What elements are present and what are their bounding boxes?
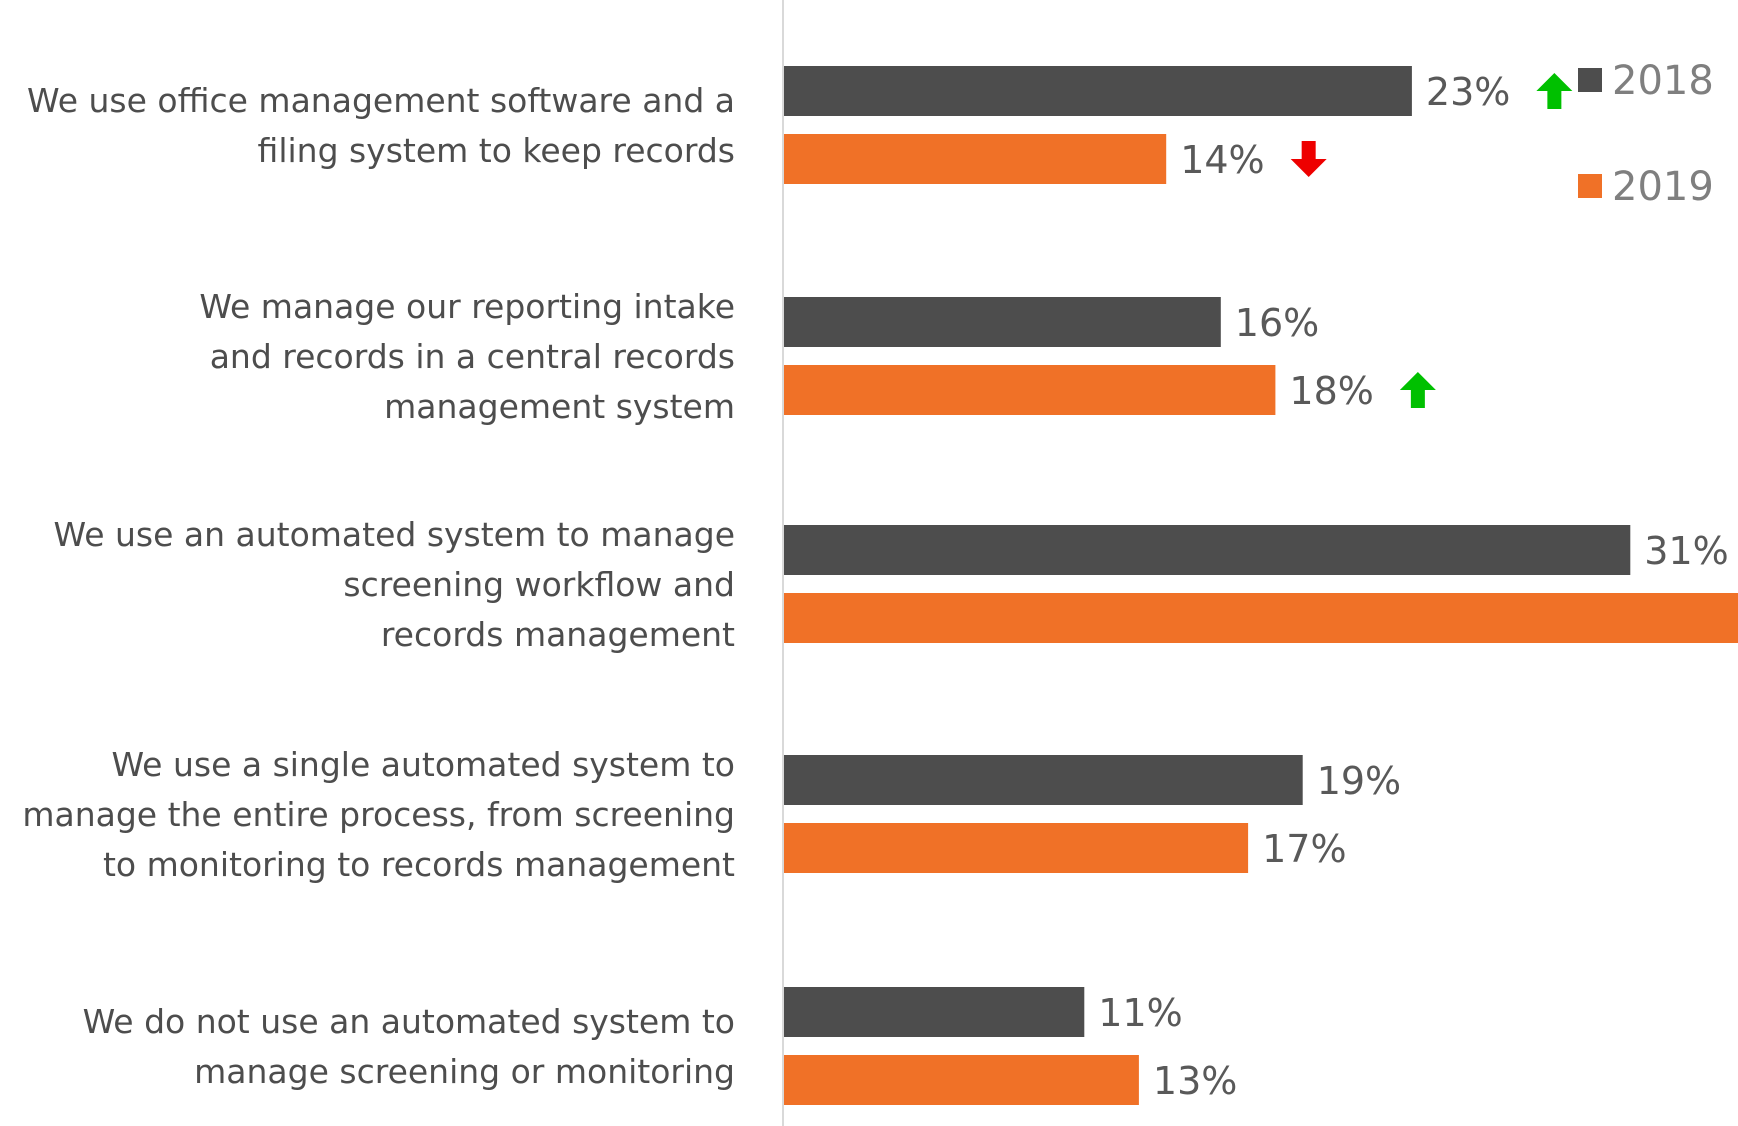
- category-label: filing system to keep records: [258, 131, 735, 170]
- down-arrow-icon: [1290, 141, 1327, 177]
- value-label: 18%: [1289, 369, 1373, 413]
- legend-swatch-2018: [1578, 68, 1602, 92]
- legend-swatch-2019: [1578, 174, 1602, 198]
- bar-2018: [784, 755, 1303, 805]
- bar-2018: [784, 297, 1221, 347]
- legend-label-2019: 2019: [1612, 164, 1714, 210]
- value-label: 17%: [1262, 827, 1346, 871]
- bar-2018: [784, 987, 1085, 1037]
- bar-2019: [784, 1055, 1139, 1105]
- value-label: 14%: [1180, 138, 1264, 182]
- value-label: 31%: [1644, 529, 1728, 573]
- up-arrow-icon: [1399, 372, 1436, 408]
- category-label: We manage our reporting intake: [199, 287, 735, 326]
- category-label: We use a single automated system to: [111, 745, 735, 784]
- category-label: management system: [384, 387, 735, 426]
- category-label: manage the entire process, from screenin…: [22, 795, 735, 834]
- value-label: 23%: [1426, 70, 1510, 114]
- category-label: to monitoring to records management: [103, 845, 735, 884]
- value-label: 19%: [1317, 759, 1401, 803]
- bar-2019: [784, 134, 1167, 184]
- category-label: and records in a central records: [210, 337, 735, 376]
- bar-2019: [784, 365, 1276, 415]
- category-label: records management: [381, 615, 735, 654]
- up-arrow-icon: [1536, 73, 1573, 109]
- value-label: 11%: [1098, 991, 1182, 1035]
- value-label: 16%: [1235, 301, 1319, 345]
- category-label: We do not use an automated system to: [83, 1002, 735, 1041]
- bar-2019: [784, 823, 1249, 873]
- category-label: We use an automated system to manage: [54, 515, 736, 554]
- value-label: 13%: [1153, 1059, 1237, 1103]
- category-label: We use office management software and a: [27, 81, 735, 120]
- category-label: manage screening or monitoring: [194, 1052, 735, 1091]
- bar-2018: [784, 525, 1631, 575]
- bar-2018: [784, 66, 1412, 116]
- legend-label-2018: 2018: [1612, 58, 1714, 104]
- category-label: screening workflow and: [343, 565, 735, 604]
- bar-2019: [784, 593, 1738, 643]
